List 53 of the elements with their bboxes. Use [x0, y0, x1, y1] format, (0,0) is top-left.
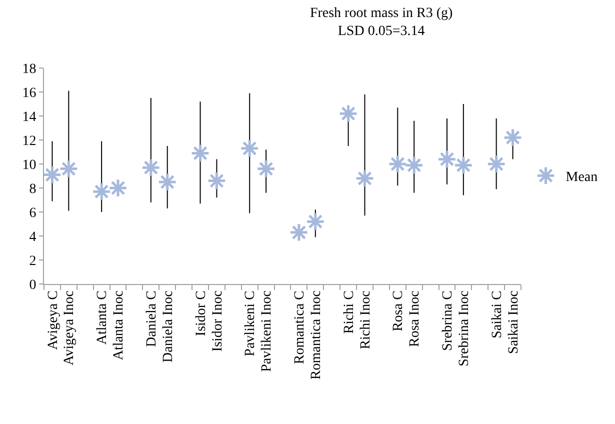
x-tick-label: Atlanta C	[95, 290, 110, 345]
point	[207, 171, 226, 190]
point	[404, 156, 424, 175]
point	[92, 182, 112, 202]
y-tick-label: 0	[29, 278, 36, 293]
x-tick-label: Daniela Inoc	[160, 290, 176, 363]
x-tick-label: Atlanta Inoc	[112, 290, 127, 360]
x-tick-label: Richi C	[342, 290, 357, 334]
point	[108, 178, 128, 198]
x-tick-label: Romantica C	[292, 290, 308, 364]
x-tick-label: Rosa C	[391, 290, 406, 332]
point	[42, 165, 62, 184]
point	[158, 172, 178, 192]
point	[355, 168, 374, 188]
y-tick-label: 8	[29, 182, 36, 197]
y-tick-label: 16	[22, 86, 36, 101]
point	[388, 154, 408, 174]
x-tick-label: Romantica Inoc	[308, 290, 324, 380]
x-tick-label: Pavlikeni C	[243, 290, 258, 356]
y-tick-label: 6	[29, 206, 36, 221]
chart-subtitle: LSD 0.05=3.14	[338, 24, 425, 40]
x-tick-label: Isidor C	[194, 290, 209, 336]
y-tick-label: 4	[29, 230, 36, 245]
x-tick-label: Srebrina C	[440, 290, 456, 351]
point	[306, 212, 326, 232]
chart-title: Fresh root mass in R3 (g)	[310, 6, 453, 21]
point	[240, 138, 260, 158]
legend-label: Mean	[566, 170, 598, 186]
x-tick-label: Saikai C	[490, 290, 505, 338]
x-tick-label: Isidor Inoc	[210, 290, 226, 352]
point	[437, 150, 457, 169]
point	[59, 159, 78, 178]
x-tick-label: Daniela C	[144, 290, 160, 347]
x-tick-label: Srebrina Inoc	[456, 290, 472, 366]
point	[190, 144, 210, 163]
point	[454, 156, 474, 175]
point	[503, 128, 522, 148]
x-tick-label: Saikai Inoc	[506, 290, 522, 354]
y-tick-label: 18	[22, 62, 36, 77]
y-tick-label: 14	[22, 110, 36, 125]
x-tick-label: Avigeya C	[46, 290, 61, 350]
point	[289, 222, 309, 242]
x-tick-label: Pavlikeni Inoc	[260, 290, 275, 372]
point	[338, 104, 358, 124]
x-tick-label: Rosa Inoc	[408, 290, 423, 347]
point	[486, 154, 506, 174]
y-tick-label: 2	[29, 254, 36, 269]
x-tick-label: Avigeya Inoc	[62, 290, 78, 366]
y-tick-label: 12	[22, 134, 36, 149]
x-tick-label: Richi Inoc	[358, 290, 374, 350]
point	[141, 158, 161, 178]
point	[256, 159, 276, 178]
y-tick-label: 10	[22, 158, 36, 173]
